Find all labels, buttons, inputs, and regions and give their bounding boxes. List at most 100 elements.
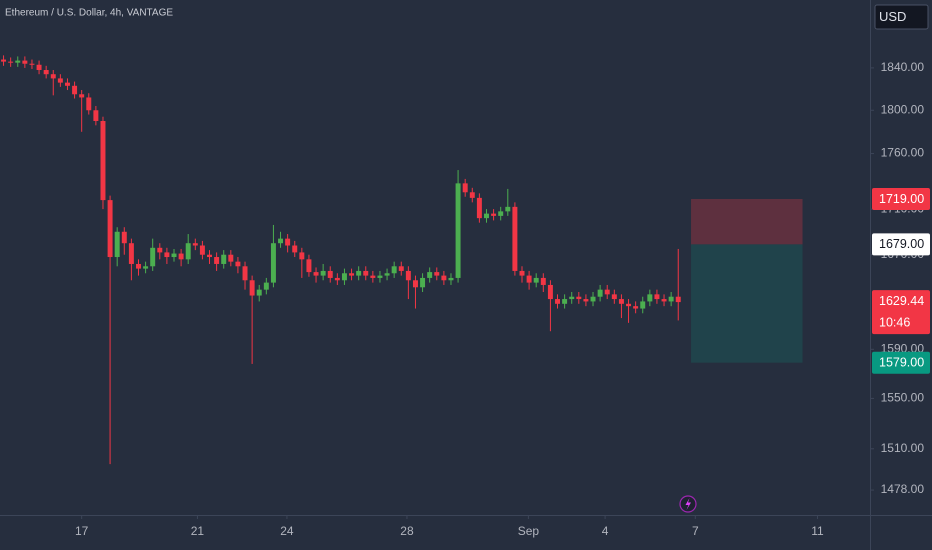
candle-body bbox=[455, 183, 461, 278]
candle-body bbox=[278, 238, 284, 244]
candle-body bbox=[661, 299, 667, 302]
x-tick-label: 11 bbox=[811, 524, 824, 538]
candle-body bbox=[256, 289, 262, 296]
candle-body bbox=[72, 85, 78, 95]
lightning-icon bbox=[679, 495, 697, 513]
candle-body bbox=[136, 263, 141, 269]
candle-body bbox=[8, 61, 14, 63]
price-label: 1629.44 bbox=[879, 294, 924, 308]
candle-body bbox=[57, 78, 63, 83]
candle-body bbox=[498, 211, 504, 216]
candle-body bbox=[22, 60, 28, 64]
candle-body bbox=[249, 280, 255, 296]
candle-body bbox=[313, 272, 319, 276]
candle-body bbox=[597, 289, 603, 297]
price-label-box bbox=[872, 351, 930, 374]
candle-body bbox=[370, 275, 376, 278]
candle-body bbox=[647, 294, 653, 302]
candle-body bbox=[618, 299, 624, 304]
candle-body bbox=[434, 272, 440, 276]
candle-body bbox=[214, 257, 220, 264]
candle-body bbox=[583, 299, 589, 302]
x-tick-label: 7 bbox=[692, 524, 699, 538]
candle-body bbox=[299, 252, 305, 260]
y-tick-label: 1510.00 bbox=[881, 441, 925, 455]
candle-body bbox=[327, 270, 333, 278]
candle-body bbox=[93, 110, 99, 121]
candle-body bbox=[540, 277, 546, 285]
candle-body bbox=[654, 294, 660, 300]
y-tick-label: 1478.00 bbox=[881, 482, 925, 496]
currency-button[interactable] bbox=[874, 4, 929, 30]
candle-body bbox=[270, 243, 276, 283]
candle-body bbox=[285, 238, 291, 246]
candle-body bbox=[533, 277, 539, 283]
x-tick-label: 4 bbox=[602, 524, 609, 538]
candle-body bbox=[306, 259, 312, 273]
candle-body bbox=[320, 270, 326, 276]
candle-body bbox=[675, 296, 681, 303]
candle-body bbox=[576, 296, 582, 300]
price-label: 1719.00 bbox=[879, 192, 924, 206]
price-label-box bbox=[872, 233, 930, 256]
x-tick-label: 28 bbox=[400, 524, 414, 538]
candle-body bbox=[199, 245, 205, 255]
candle-body bbox=[221, 254, 227, 264]
y-tick-label: 1550.00 bbox=[881, 391, 925, 405]
candle-body bbox=[15, 60, 21, 63]
candle-body bbox=[64, 82, 70, 86]
candle-body bbox=[36, 64, 42, 71]
x-tick-label: 17 bbox=[75, 524, 89, 538]
y-tick-label: 1800.00 bbox=[881, 102, 925, 116]
currency-label: USD bbox=[879, 9, 906, 24]
candle-body bbox=[157, 247, 163, 253]
candle-body bbox=[547, 284, 553, 300]
candle-body bbox=[185, 243, 191, 260]
candle-body bbox=[611, 294, 617, 300]
candle-body bbox=[555, 299, 560, 304]
candle-body bbox=[640, 301, 646, 309]
candle-body bbox=[228, 254, 234, 262]
candle-body bbox=[207, 254, 212, 258]
candle-body bbox=[263, 282, 269, 290]
candle-body bbox=[519, 270, 525, 276]
candle-body bbox=[292, 245, 298, 253]
candle-body bbox=[384, 273, 390, 276]
stop-zone bbox=[691, 198, 803, 245]
candle-body bbox=[79, 94, 85, 98]
candle-body bbox=[484, 213, 489, 219]
candle-body bbox=[171, 253, 177, 258]
price-countdown: 10:46 bbox=[879, 315, 910, 329]
chart-title: Ethereum / U.S. Dollar, 4h, VANTAGE bbox=[5, 8, 173, 19]
candle-body bbox=[1, 59, 7, 62]
candle-body bbox=[192, 243, 198, 246]
candle-body bbox=[150, 247, 156, 267]
candle-body bbox=[526, 275, 532, 283]
candle-body bbox=[377, 275, 383, 278]
x-tick-label: 21 bbox=[191, 524, 205, 538]
candle-body bbox=[412, 280, 418, 288]
candle-body bbox=[441, 275, 447, 281]
candle-body bbox=[242, 266, 248, 281]
candle-body bbox=[363, 270, 369, 276]
y-tick-label: 1760.00 bbox=[881, 146, 925, 160]
candle-body bbox=[590, 296, 596, 302]
candle-body bbox=[114, 231, 120, 258]
candle-body bbox=[178, 253, 184, 260]
candle-body bbox=[334, 277, 340, 281]
candle-body bbox=[349, 273, 355, 276]
candle-body bbox=[235, 261, 241, 267]
candle-body bbox=[391, 266, 397, 274]
candle-body bbox=[569, 296, 575, 300]
candle-body bbox=[356, 270, 362, 276]
candle-body bbox=[626, 303, 632, 307]
candle-body bbox=[562, 299, 568, 304]
candle-body bbox=[405, 270, 411, 281]
y-tick-label: 1840.00 bbox=[881, 60, 925, 74]
candle-body bbox=[505, 206, 511, 212]
candle-body bbox=[29, 63, 35, 65]
candle-body bbox=[427, 272, 433, 278]
